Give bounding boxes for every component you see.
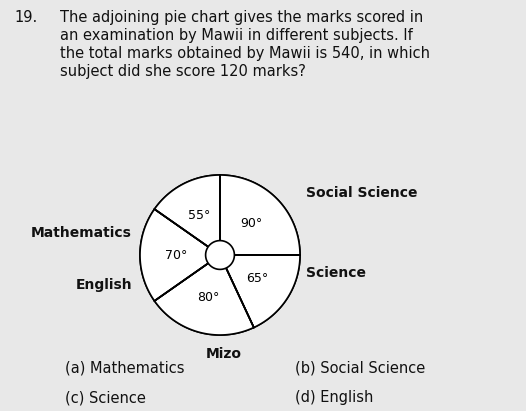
Text: 70°: 70° [165,249,187,261]
Text: 19.: 19. [14,10,37,25]
Polygon shape [140,209,220,301]
Text: English: English [75,278,132,292]
Text: subject did she score 120 marks?: subject did she score 120 marks? [60,64,306,79]
Text: The adjoining pie chart gives the marks scored in: The adjoining pie chart gives the marks … [60,10,423,25]
Polygon shape [140,175,300,335]
Polygon shape [220,255,300,328]
Text: 55°: 55° [188,210,211,222]
Polygon shape [220,175,300,255]
Polygon shape [206,240,235,269]
Text: (a) Mathematics: (a) Mathematics [65,360,185,375]
Text: Mizo: Mizo [206,347,242,361]
Polygon shape [155,255,254,335]
Text: an examination by Mawii in different subjects. If: an examination by Mawii in different sub… [60,28,413,43]
Text: (c) Science: (c) Science [65,390,146,405]
Text: (b) Social Science: (b) Social Science [295,360,425,375]
Text: Social Science: Social Science [306,186,418,200]
Text: Mathematics: Mathematics [31,226,132,240]
Text: Science: Science [306,266,366,279]
Text: 80°: 80° [197,291,220,304]
Polygon shape [155,175,220,255]
Text: (d) English: (d) English [295,390,373,405]
Text: 65°: 65° [246,272,268,285]
Text: 90°: 90° [240,217,262,231]
Text: the total marks obtained by Mawii is 540, in which: the total marks obtained by Mawii is 540… [60,46,430,61]
